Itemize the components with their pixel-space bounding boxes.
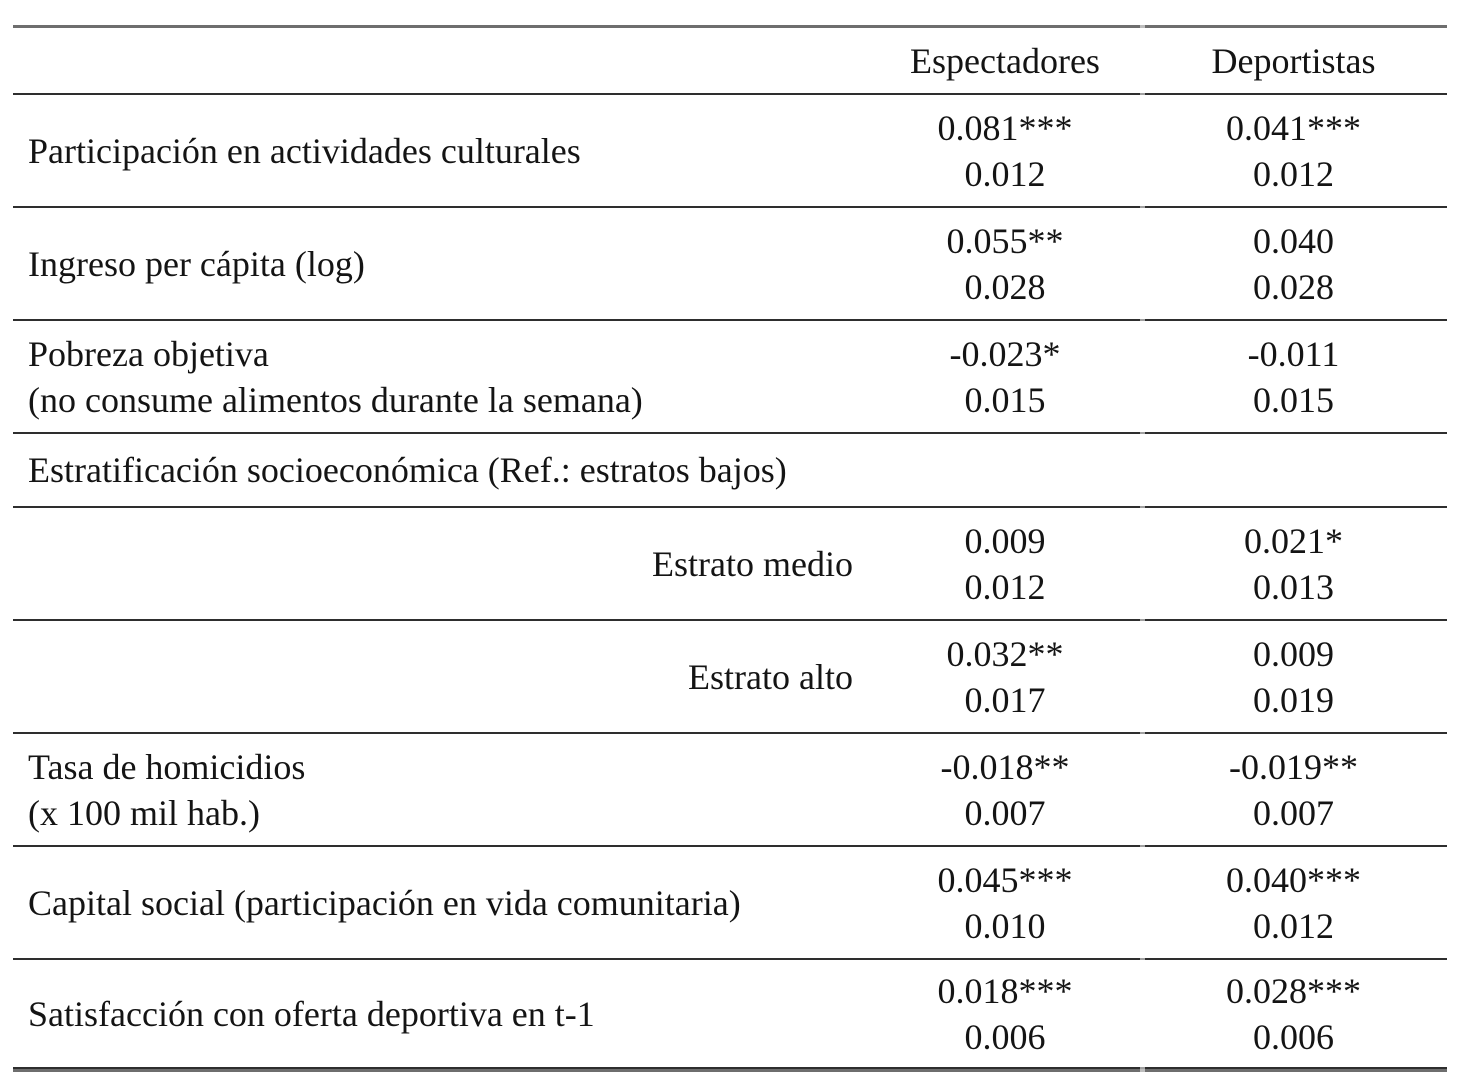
row-label-line: Ingreso per cápita (log) [28,243,365,284]
coefficient-value: 0.055** [946,220,1064,261]
standard-error-value: 0.007 [1253,792,1334,833]
coefficient-value: -0.018** [940,746,1070,787]
standard-error-value: 0.012 [964,566,1046,607]
row-label: Ingreso per cápita (log) [13,208,870,319]
column-header-deportistas: Deportistas [1211,40,1376,81]
table-row-tasa-de-homicidios: Tasa de homicidios (x 100 mil hab.) -0.018… [13,734,1447,847]
table-row-pobreza-objetiva: Pobreza objetiva (no consume alimentos du… [13,321,1447,434]
section-label-line: Estratificación socioeconómica (Ref.: es… [28,450,787,490]
standard-error-value: 0.007 [964,792,1046,833]
row-label-line: (no consume alimentos durante la semana) [28,379,643,420]
coefficient-value: 0.041*** [1226,107,1361,148]
coefficient-value: 0.081*** [937,107,1073,148]
standard-error-value: 0.010 [964,905,1046,946]
cell-deportistas: 0.040*** 0.012 [1140,847,1447,958]
header-row: Espectadores Deportistas [13,28,1447,95]
cell-deportistas: 0.040 0.028 [1140,208,1447,319]
table-row-ingreso-per-capita-log: Ingreso per cápita (log) 0.055** 0.028 0.04… [13,208,1447,321]
row-label: Participación en actividades culturales [13,95,870,206]
standard-error-value: 0.012 [1253,153,1334,194]
coefficient-value: 0.045*** [937,859,1073,900]
table-row-capital-social: Capital social (participación en vida co… [13,847,1447,960]
cell-deportistas: -0.011 0.015 [1140,321,1447,432]
row-label-line: Estrato medio [652,543,853,584]
coefficient-value: -0.011 [1247,333,1340,374]
standard-error-value: 0.015 [964,379,1046,420]
coefficient-value: -0.019** [1229,746,1358,787]
row-label: Tasa de homicidios (x 100 mil hab.) [13,734,870,845]
standard-error-value: 0.015 [1253,379,1334,420]
row-label: Estrato medio [13,508,870,619]
row-label: Satisfacción con oferta deportiva en t-1 [13,960,870,1067]
row-label-line: Estrato alto [688,656,853,697]
coefficient-value: 0.018*** [937,970,1073,1011]
coefficient-value: -0.023* [949,333,1061,374]
table-row-estrato-medio: Estrato medio 0.009 0.012 0.021* 0.013 [13,508,1447,621]
row-label-line: Satisfacción con oferta deportiva en t-1 [28,993,595,1034]
coefficient-value: 0.009 [1253,633,1334,674]
standard-error-value: 0.012 [964,153,1046,194]
coefficient-value: 0.040 [1253,220,1334,261]
standard-error-value: 0.028 [964,266,1046,307]
coefficient-value: 0.032** [946,633,1064,674]
cell-deportistas: -0.019** 0.007 [1140,734,1447,845]
row-label-line: Pobreza objetiva [28,333,269,374]
coefficient-value: 0.021* [1244,520,1343,561]
standard-error-value: 0.013 [1253,566,1334,607]
row-label: Capital social (participación en vida co… [13,847,870,958]
cell-deportistas: 0.021* 0.013 [1140,508,1447,619]
section-header-label: Estratificación socioeconómica (Ref.: es… [13,434,1447,506]
cell-deportistas: 0.009 0.019 [1140,621,1447,732]
standard-error-value: 0.006 [1253,1016,1334,1057]
cell-espectadores: 0.081*** 0.012 [870,95,1140,206]
row-label: Pobreza objetiva (no consume alimentos du… [13,321,870,432]
cell-espectadores: 0.018*** 0.006 [870,960,1140,1067]
row-label-line: (x 100 mil hab.) [28,792,260,833]
table-row-estratificacion-socioeconomica: Estratificación socioeconómica (Ref.: es… [13,434,1447,508]
row-label-line: Participación en actividades culturales [28,130,581,171]
coefficient-value: 0.028*** [1226,970,1361,1011]
cell-espectadores: -0.023* 0.015 [870,321,1140,432]
standard-error-value: 0.006 [964,1016,1046,1057]
regression-results-table: Espectadores Deportistas Participación e… [13,25,1447,1072]
standard-error-value: 0.028 [1253,266,1334,307]
row-label-line: Tasa de homicidios [28,746,306,787]
table-row-estrato-alto: Estrato alto 0.032** 0.017 0.009 0.019 [13,621,1447,734]
cell-espectadores: 0.009 0.012 [870,508,1140,619]
coefficient-value: 0.040*** [1226,859,1361,900]
standard-error-value: 0.017 [964,679,1046,720]
cell-espectadores: 0.032** 0.017 [870,621,1140,732]
standard-error-value: 0.012 [1253,905,1334,946]
column-header-espectadores: Espectadores [910,40,1100,81]
cell-deportistas: 0.041*** 0.012 [1140,95,1447,206]
cell-espectadores: 0.055** 0.028 [870,208,1140,319]
standard-error-value: 0.019 [1253,679,1334,720]
row-label: Estrato alto [13,621,870,732]
coefficient-value: 0.009 [964,520,1046,561]
cell-espectadores: -0.018** 0.007 [870,734,1140,845]
row-label-line: Capital social (participación en vida co… [28,882,741,923]
cell-espectadores: 0.045*** 0.010 [870,847,1140,958]
header-label-spacer [13,28,870,93]
cell-deportistas: 0.028*** 0.006 [1140,960,1447,1067]
table-row-satisfaccion-oferta-deportiva: Satisfacción con oferta deportiva en t-1… [13,960,1447,1069]
table-row-participacion-actividades-culturales: Participación en actividades culturales 0… [13,95,1447,208]
